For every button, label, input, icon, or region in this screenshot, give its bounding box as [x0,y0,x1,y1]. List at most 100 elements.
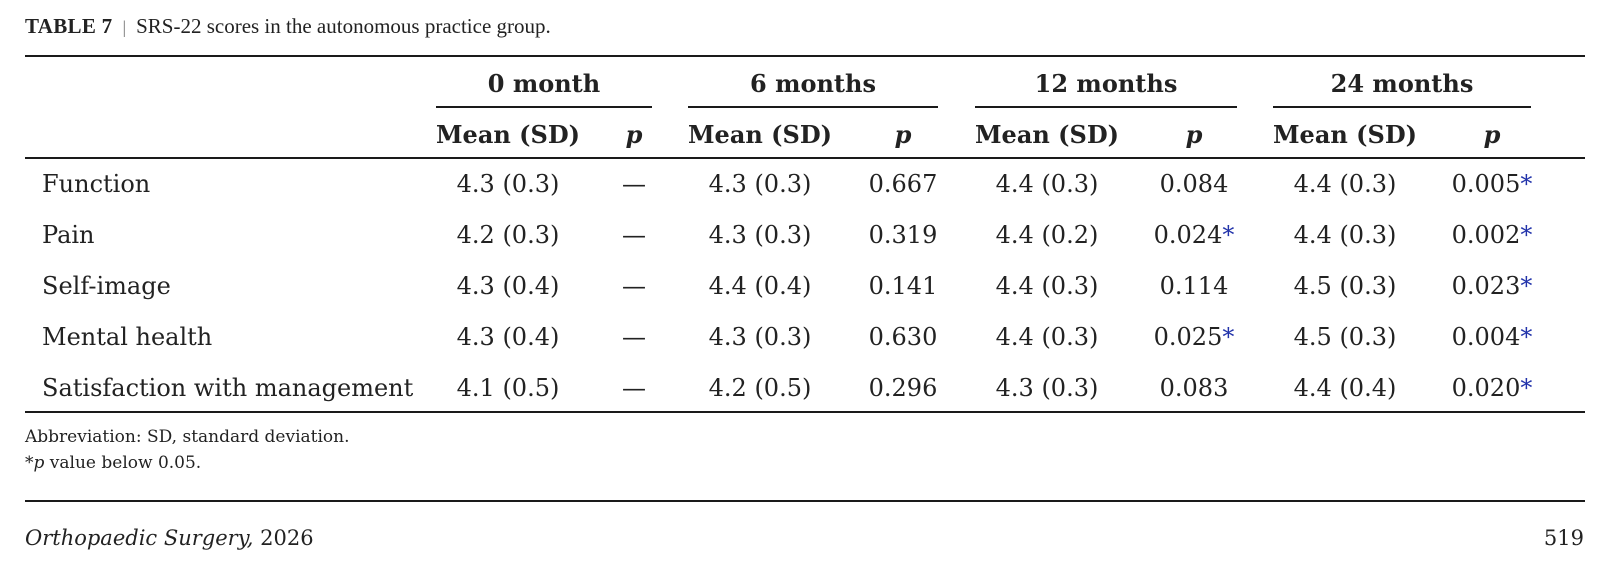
p-value-header: p [894,120,912,149]
table-cell: 0.002* [1452,221,1533,249]
table-cell: 4.3 (0.3) [709,323,812,351]
table-cell: 4.3 (0.4) [457,272,560,300]
table-cell: 4.2 (0.5) [709,374,812,402]
table-cell: 0.141 [869,272,938,300]
footnote-p: p [33,453,45,473]
cell-value: 0.083 [1159,374,1229,402]
cell-value: 0.025 [1153,323,1223,351]
table-cell: 0.004* [1452,323,1533,351]
row-label: Pain [42,221,95,249]
table-cell: 0.319 [869,221,938,249]
cell-value: 4.4 (0.3) [1293,170,1397,198]
table-cell: — [622,374,646,402]
footnote-abbreviation: Abbreviation: SD, standard deviation. [25,427,350,447]
cell-value: — [622,323,646,351]
cell-value: 4.3 (0.3) [708,170,812,198]
cell-value: 4.4 (0.4) [708,272,812,300]
journal-name: Orthopaedic Surgery, [25,526,254,550]
mean-sd-header: Mean (SD) [435,120,581,149]
row-label: Self-image [42,272,171,300]
header-bottom-rule [25,157,1585,159]
table-label: TABLE 7 [25,14,113,38]
cell-value: 4.4 (0.4) [1293,374,1397,402]
table-cell: 0.025* [1154,323,1235,351]
table-cell: 4.5 (0.3) [1294,323,1397,351]
significance-asterisk: * [1520,374,1533,402]
table-caption: TABLE 7 | SRS-22 scores in the autonomous … [25,14,551,39]
table-cell: — [622,170,646,198]
table-cell: 4.4 (0.4) [709,272,812,300]
cell-value: 4.4 (0.2) [995,221,1099,249]
page-number: 519 [1543,526,1584,550]
table-cell: 0.005* [1452,170,1533,198]
cell-value: 4.3 (0.4) [456,272,560,300]
column-group-header: 6 months [750,69,876,98]
table-cell: 0.296 [869,374,938,402]
table-cell: — [622,221,646,249]
table-cell: 0.024* [1154,221,1235,249]
column-group-header: 0 month [487,69,601,98]
table-cell: 0.114 [1160,272,1229,300]
column-group-rule [436,106,652,108]
column-group-rule [688,106,938,108]
cell-value: 4.2 (0.5) [708,374,812,402]
cell-value: 0.141 [868,272,938,300]
cell-value: — [622,170,646,198]
cell-value: 4.4 (0.3) [995,272,1099,300]
table-cell: 4.3 (0.3) [996,374,1099,402]
table-bottom-rule [25,411,1585,413]
mean-sd-header: Mean (SD) [687,120,833,149]
cell-value: 0.630 [868,323,938,351]
significance-asterisk: * [1520,272,1533,300]
table-cell: 4.2 (0.3) [457,221,560,249]
table-cell: 0.023* [1452,272,1533,300]
journal-year: 2026 [253,526,314,550]
cell-value: 4.3 (0.3) [995,374,1099,402]
column-group-rule [975,106,1237,108]
cell-value: 0.084 [1159,170,1229,198]
cell-value: 4.3 (0.3) [456,170,560,198]
footer-rule [25,500,1585,502]
table-cell: 0.083 [1160,374,1229,402]
table-cell: 0.020* [1452,374,1533,402]
p-value-header: p [1483,120,1501,149]
table-cell: 0.084 [1160,170,1229,198]
cell-value: 4.5 (0.3) [1293,272,1397,300]
table-cell: 4.4 (0.3) [1294,170,1397,198]
column-group-header: 24 months [1330,69,1474,98]
mean-sd-header: Mean (SD) [974,120,1120,149]
cell-value: 0.020 [1451,374,1521,402]
cell-value: 0.002 [1451,221,1521,249]
table-cell: 4.4 (0.3) [1294,221,1397,249]
cell-value: 0.667 [868,170,938,198]
table-cell: — [622,323,646,351]
row-label: Function [42,170,151,198]
journal-citation: Orthopaedic Surgery, 2026 [25,526,314,550]
significance-asterisk: * [1222,323,1235,351]
p-value-header: p [625,120,643,149]
table-cell: 4.4 (0.3) [996,170,1099,198]
cell-value: 0.023 [1451,272,1521,300]
cell-value: — [622,221,646,249]
cell-value: 0.004 [1451,323,1521,351]
table-cell: 4.3 (0.3) [709,221,812,249]
row-label: Satisfaction with management [42,374,414,402]
cell-value: 0.005 [1451,170,1521,198]
cell-value: 4.5 (0.3) [1293,323,1397,351]
row-label: Mental health [42,323,213,351]
significance-asterisk: * [1520,170,1533,198]
table-cell: 4.3 (0.3) [457,170,560,198]
cell-value: 4.4 (0.3) [995,323,1099,351]
column-group-header: 12 months [1034,69,1178,98]
table-cell: 4.1 (0.5) [457,374,560,402]
cell-value: 0.296 [868,374,938,402]
table-cell: 4.4 (0.3) [996,323,1099,351]
footnote-significance: *p value below 0.05. [25,453,201,473]
table-top-rule [25,55,1585,57]
table-cell: — [622,272,646,300]
cell-value: 4.4 (0.3) [995,170,1099,198]
footnote-text: value below 0.05. [44,453,202,473]
cell-value: 4.3 (0.4) [456,323,560,351]
cell-value: — [622,374,646,402]
significance-asterisk: * [1222,221,1235,249]
